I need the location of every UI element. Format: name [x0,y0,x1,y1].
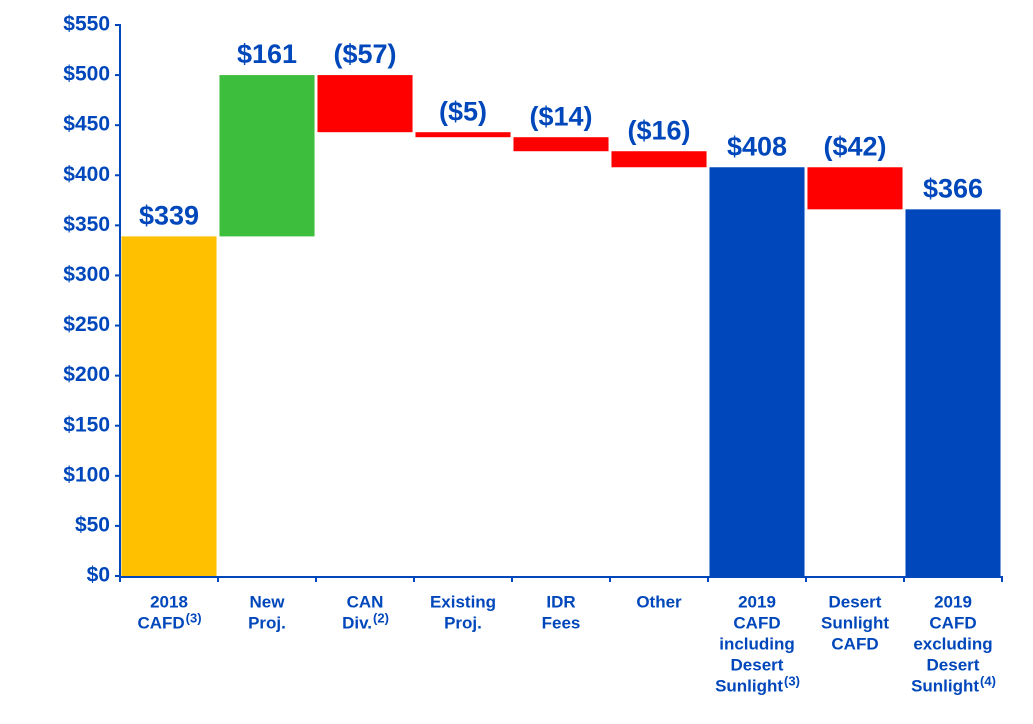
x-tick-label: CAFD [137,613,184,632]
bar [807,167,903,210]
x-tick-label: 2018 [150,592,188,611]
y-tick-label: $100 [63,463,110,486]
x-tick-note: (3) [186,610,202,625]
x-tick-label: Desert [731,655,784,674]
x-tick-label: New [250,592,286,611]
bar [317,75,413,133]
y-tick-label: $450 [63,113,110,136]
x-tick-label: Proj. [444,613,482,632]
x-tick-label: Sunlight [911,676,979,695]
y-tick-label: $400 [63,163,110,186]
value-label: $339 [139,201,199,231]
x-tick-label: Other [636,592,682,611]
x-tick-label: CAFD [929,613,976,632]
y-tick-label: $250 [63,313,110,336]
y-tick-label: $300 [63,263,110,286]
bar [709,167,805,576]
value-label: $366 [923,173,983,203]
x-tick-note: (4) [980,673,996,688]
x-tick-label: Desert [829,592,882,611]
bar [513,137,609,152]
x-tick-note: (3) [784,673,800,688]
x-tick-label: CAFD [733,613,780,632]
y-tick-label: $500 [63,63,110,86]
x-tick-label: CAN [347,592,384,611]
y-tick-label: $50 [75,513,110,536]
value-label: $408 [727,131,787,161]
x-tick-label: CAFD [831,634,878,653]
x-tick-label: including [719,634,795,653]
x-tick-label: Desert [927,655,980,674]
bar [121,236,217,576]
bar [219,75,315,237]
x-tick-note: (2) [373,610,389,625]
x-tick-label: Proj. [248,613,286,632]
value-label: ($16) [627,115,690,145]
x-tick-label: Fees [542,613,581,632]
y-tick-label: $550 [63,13,110,36]
y-tick-label: $200 [63,363,110,386]
x-tick-label: Existing [430,592,496,611]
value-label: $161 [237,39,297,69]
value-label: ($5) [439,96,487,126]
y-tick-label: $350 [63,213,110,236]
bar [611,151,707,168]
y-tick-label: $0 [87,564,110,587]
x-tick-label: excluding [913,634,992,653]
value-label: ($42) [823,131,886,161]
x-tick-label: Sunlight [715,676,783,695]
bar [905,209,1001,577]
x-tick-label: 2019 [738,592,776,611]
value-label: ($57) [333,39,396,69]
x-tick-label: 2019 [934,592,972,611]
bar [415,132,511,138]
y-tick-label: $150 [63,413,110,436]
x-tick-label: Sunlight [821,613,889,632]
x-tick-label: IDR [546,592,575,611]
value-label: ($14) [529,101,592,131]
x-tick-label: Div. [342,613,372,632]
